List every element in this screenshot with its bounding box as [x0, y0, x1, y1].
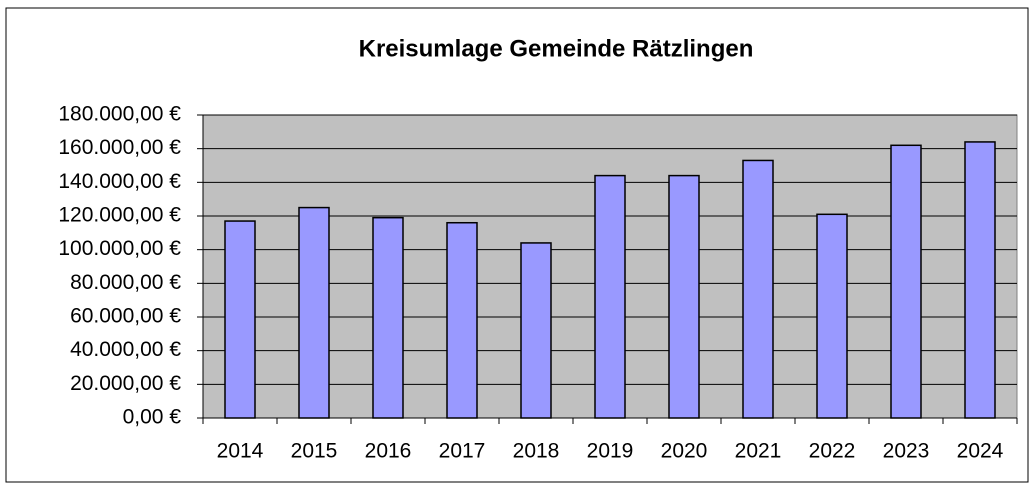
bar [890, 144, 922, 419]
y-tick-label: 40.000,00 € [70, 338, 181, 361]
y-tick-label: 180.000,00 € [58, 103, 181, 126]
y-tick-label: 100.000,00 € [58, 237, 181, 260]
bar [668, 174, 700, 419]
bar [520, 242, 552, 419]
chart-title: Kreisumlage Gemeinde Rätzlingen [359, 35, 754, 62]
x-tick-label: 2018 [513, 440, 560, 463]
bar [372, 216, 404, 419]
y-tick-label: 140.000,00 € [58, 170, 181, 193]
y-tick-label: 20.000,00 € [70, 372, 181, 395]
bar [298, 206, 330, 419]
y-tick-label: 120.000,00 € [58, 204, 181, 227]
bar [964, 141, 996, 419]
y-tick-label: 160.000,00 € [58, 136, 181, 159]
x-tick-label: 2015 [291, 440, 338, 463]
bar [742, 159, 774, 419]
bar [446, 221, 478, 419]
x-tick-label: 2016 [365, 440, 412, 463]
x-tick-label: 2017 [439, 440, 486, 463]
x-tick-label: 2019 [587, 440, 634, 463]
y-tick-label: 60.000,00 € [70, 305, 181, 328]
bar [224, 220, 256, 419]
x-tick-label: 2022 [809, 440, 856, 463]
x-tick-label: 2023 [883, 440, 930, 463]
y-tick-label: 0,00 € [123, 406, 182, 429]
x-tick-label: 2020 [661, 440, 708, 463]
bar [816, 213, 848, 419]
x-tick-label: 2021 [735, 440, 782, 463]
bar [594, 174, 626, 419]
x-tick-label: 2014 [217, 440, 264, 463]
x-tick-label: 2024 [957, 440, 1004, 463]
y-tick-label: 80.000,00 € [70, 271, 181, 294]
